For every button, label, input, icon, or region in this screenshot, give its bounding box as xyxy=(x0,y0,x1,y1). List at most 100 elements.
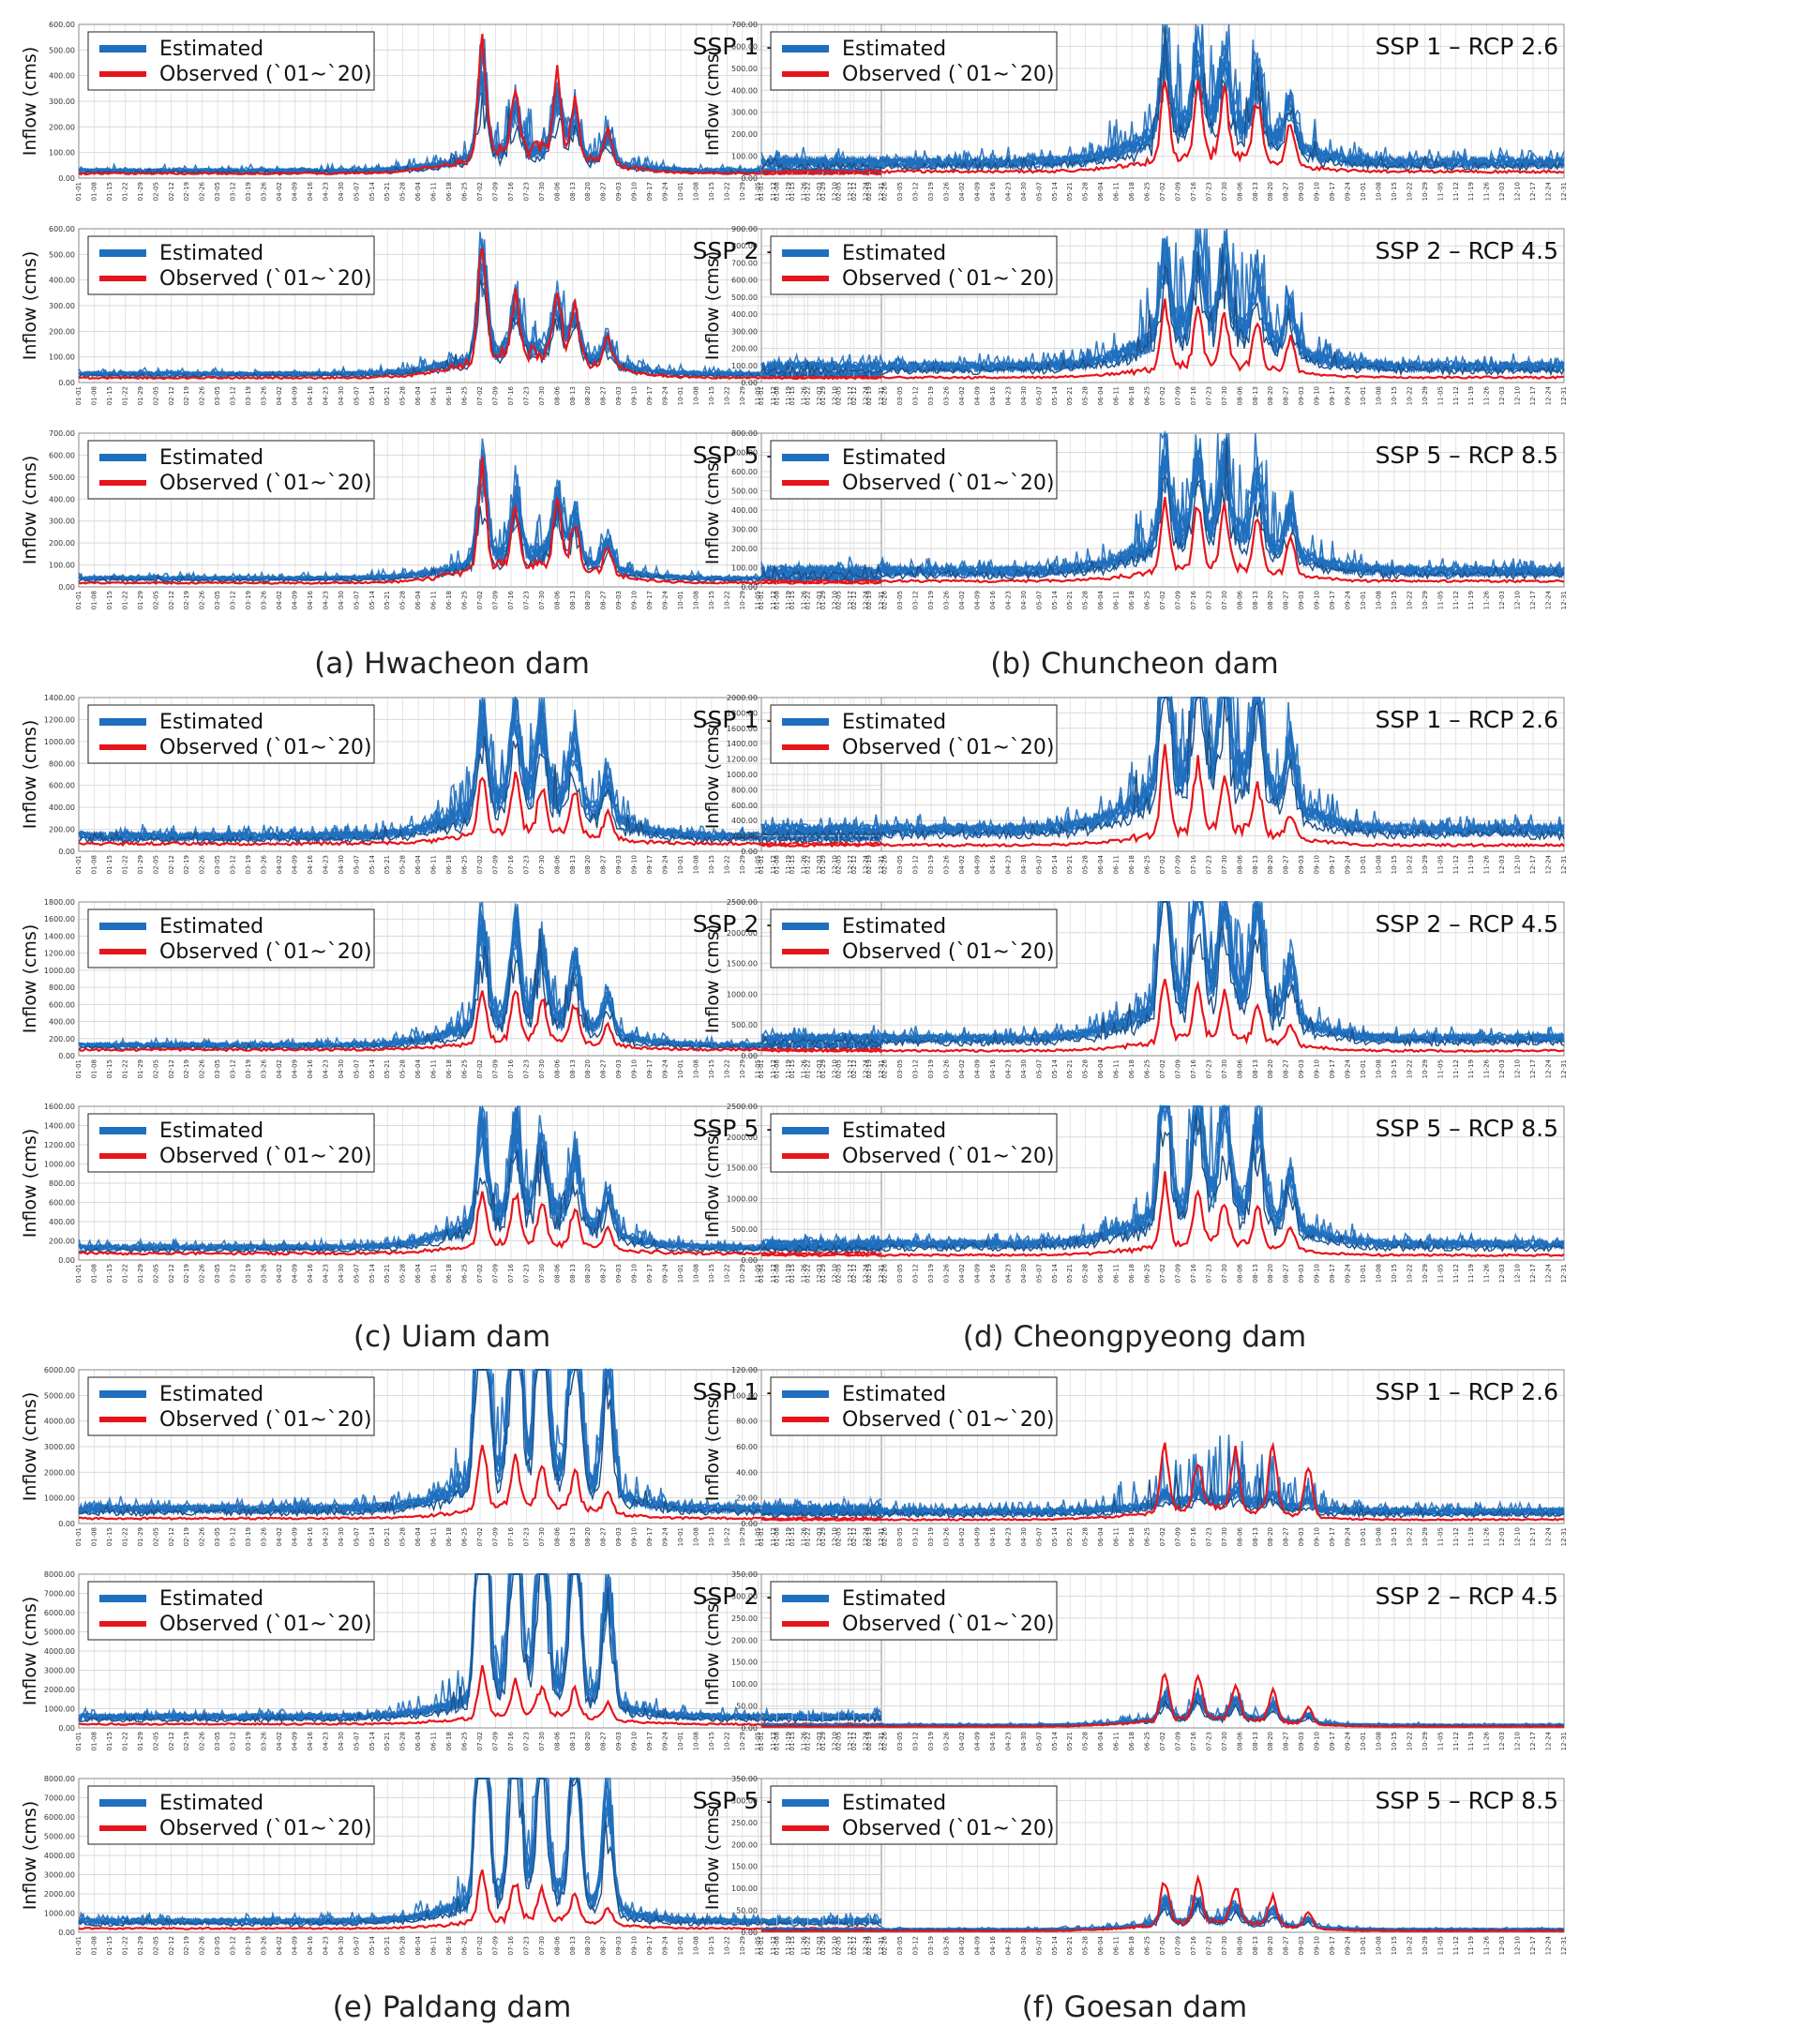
chart-svg: Inflow (cms) 0.00 100.00 200.00 300.00 400.00… xyxy=(20,21,885,201)
x-tick-label: 11-12 xyxy=(1452,1732,1460,1750)
x-tick-label: 06-04 xyxy=(1097,1059,1105,1078)
x-tick-label: 11-05 xyxy=(1436,182,1444,201)
x-tick-label: 02-26 xyxy=(881,181,889,201)
x-tick-label: 05-28 xyxy=(1082,855,1090,874)
x-tick-label: 12-03 xyxy=(816,1527,823,1546)
x-tick-label: 02-12 xyxy=(850,1059,858,1078)
x-tick-label: 02-26 xyxy=(881,1935,889,1955)
x-tick-label: 02-19 xyxy=(865,1936,873,1955)
x-tick-label: 02-26 xyxy=(881,385,889,405)
x-tick-label: 12-24 xyxy=(863,385,870,405)
x-tick-label: 12-10 xyxy=(1514,1732,1522,1750)
x-tick-label: 01-08 xyxy=(90,855,98,874)
x-tick-label: 09-24 xyxy=(1345,854,1352,874)
x-tick-label: 03-19 xyxy=(245,1264,252,1283)
y-tick-label: 400.00 xyxy=(49,495,75,503)
y-tick-label: 2500.00 xyxy=(727,1103,758,1111)
x-tick-label: 08-20 xyxy=(584,386,592,405)
x-tick-label: 01-22 xyxy=(804,1264,811,1283)
observed-series-line xyxy=(760,497,1565,584)
y-tick-label: 600.00 xyxy=(49,1199,75,1208)
x-tick-label: 06-25 xyxy=(461,1732,469,1750)
y-tick-label: 200.00 xyxy=(49,327,75,336)
legend-box xyxy=(87,31,375,91)
x-tick-label: 09-03 xyxy=(615,1264,623,1283)
x-tick-label: 04-02 xyxy=(958,1527,966,1546)
x-tick-label: 01-29 xyxy=(137,1936,144,1955)
y-tick-label: 500.00 xyxy=(731,65,758,73)
y-tick-label: 400.00 xyxy=(731,310,758,319)
x-tick-label: 02-19 xyxy=(183,1936,190,1955)
x-tick-label: 11-19 xyxy=(785,1059,792,1078)
x-tick-label: 12-17 xyxy=(1529,855,1537,874)
x-tick-label: 04-09 xyxy=(291,386,298,405)
x-tick-label: 06-11 xyxy=(430,386,438,405)
x-tick-label: 06-04 xyxy=(1097,1731,1105,1750)
x-tick-label: 07-30 xyxy=(538,591,546,609)
x-tick-label: 10-29 xyxy=(1421,1527,1429,1546)
x-tick-label: 01-22 xyxy=(121,1936,128,1955)
x-tick-label: 03-05 xyxy=(214,182,221,201)
y-tick-label: 1000.00 xyxy=(727,771,758,779)
estimated-mean-line xyxy=(78,1149,882,1254)
x-tick-label: 05-21 xyxy=(1066,386,1074,405)
x-tick-label: 01-01 xyxy=(758,855,765,874)
legend-box xyxy=(770,704,1058,764)
y-tick-label: 600.00 xyxy=(731,802,758,810)
chart-panel: Inflow (cms) 0.00 1000.00 2000.00 3000.00 400… xyxy=(11,1773,885,1960)
x-tick-label: 04-02 xyxy=(276,386,283,405)
x-tick-label: 11-26 xyxy=(801,1731,808,1750)
y-tick-label: 500.00 xyxy=(49,473,75,482)
panel-caption: (c) Uiam dam xyxy=(353,1320,551,1354)
x-tick-label: 01-01 xyxy=(75,591,83,609)
x-tick-label: 02-12 xyxy=(850,591,858,609)
x-tick-label: 02-19 xyxy=(865,591,873,609)
x-tick-label: 10-01 xyxy=(1360,386,1367,405)
x-tick-label: 05-28 xyxy=(399,855,407,874)
x-tick-label: 02-19 xyxy=(865,182,873,201)
x-tick-label: 12-31 xyxy=(1560,591,1568,609)
y-tick-label: 700.00 xyxy=(731,449,758,458)
y-tick-label: 0.00 xyxy=(58,1724,75,1733)
x-tick-label: 08-13 xyxy=(569,1264,577,1283)
x-tick-label: 06-25 xyxy=(1144,1732,1151,1750)
x-tick-label: 09-17 xyxy=(1329,1527,1336,1546)
x-tick-label: 04-16 xyxy=(989,1263,997,1283)
x-tick-label: 04-16 xyxy=(307,1526,314,1546)
x-tick-label: 02-05 xyxy=(152,1264,159,1283)
y-tick-label: 200.00 xyxy=(731,545,758,553)
x-tick-label: 04-23 xyxy=(1004,1936,1012,1955)
x-tick-label: 11-19 xyxy=(1467,182,1475,201)
x-tick-label: 03-19 xyxy=(245,855,252,874)
x-tick-label: 02-12 xyxy=(850,1527,858,1546)
x-tick-label: 12-03 xyxy=(816,1732,823,1750)
x-tick-label: 01-29 xyxy=(820,1527,827,1546)
x-tick-label: 08-06 xyxy=(1236,1263,1243,1283)
y-tick-label: 600.00 xyxy=(49,225,75,233)
x-tick-label: 12-24 xyxy=(1545,181,1553,201)
x-tick-label: 02-26 xyxy=(881,854,889,874)
y-tick-label: 800.00 xyxy=(49,1179,75,1188)
x-tick-label: 05-14 xyxy=(369,181,376,201)
legend-box xyxy=(87,1581,375,1641)
scenario-label: SSP 2 – RCP 4.5 xyxy=(1376,1583,1558,1610)
x-tick-label: 09-17 xyxy=(1329,591,1336,609)
x-tick-label: 06-18 xyxy=(1128,1264,1136,1283)
y-tick-label: 300.00 xyxy=(731,1592,758,1600)
x-tick-label: 02-12 xyxy=(168,182,175,201)
x-tick-label: 06-18 xyxy=(1128,1936,1136,1955)
x-tick-label: 12-31 xyxy=(878,855,885,874)
x-tick-label: 09-03 xyxy=(615,182,623,201)
y-tick-label: 300.00 xyxy=(49,302,75,310)
x-tick-label: 09-03 xyxy=(1298,855,1305,874)
x-tick-label: 06-18 xyxy=(445,1264,453,1283)
x-tick-label: 01-01 xyxy=(758,1936,765,1955)
x-tick-label: 10-01 xyxy=(1360,591,1367,609)
x-tick-label: 01-15 xyxy=(106,591,113,609)
y-tick-label: 1000.00 xyxy=(44,738,75,746)
x-tick-label: 03-12 xyxy=(912,1732,920,1750)
x-tick-label: 03-19 xyxy=(927,386,935,405)
y-tick-label: 800.00 xyxy=(49,759,75,768)
